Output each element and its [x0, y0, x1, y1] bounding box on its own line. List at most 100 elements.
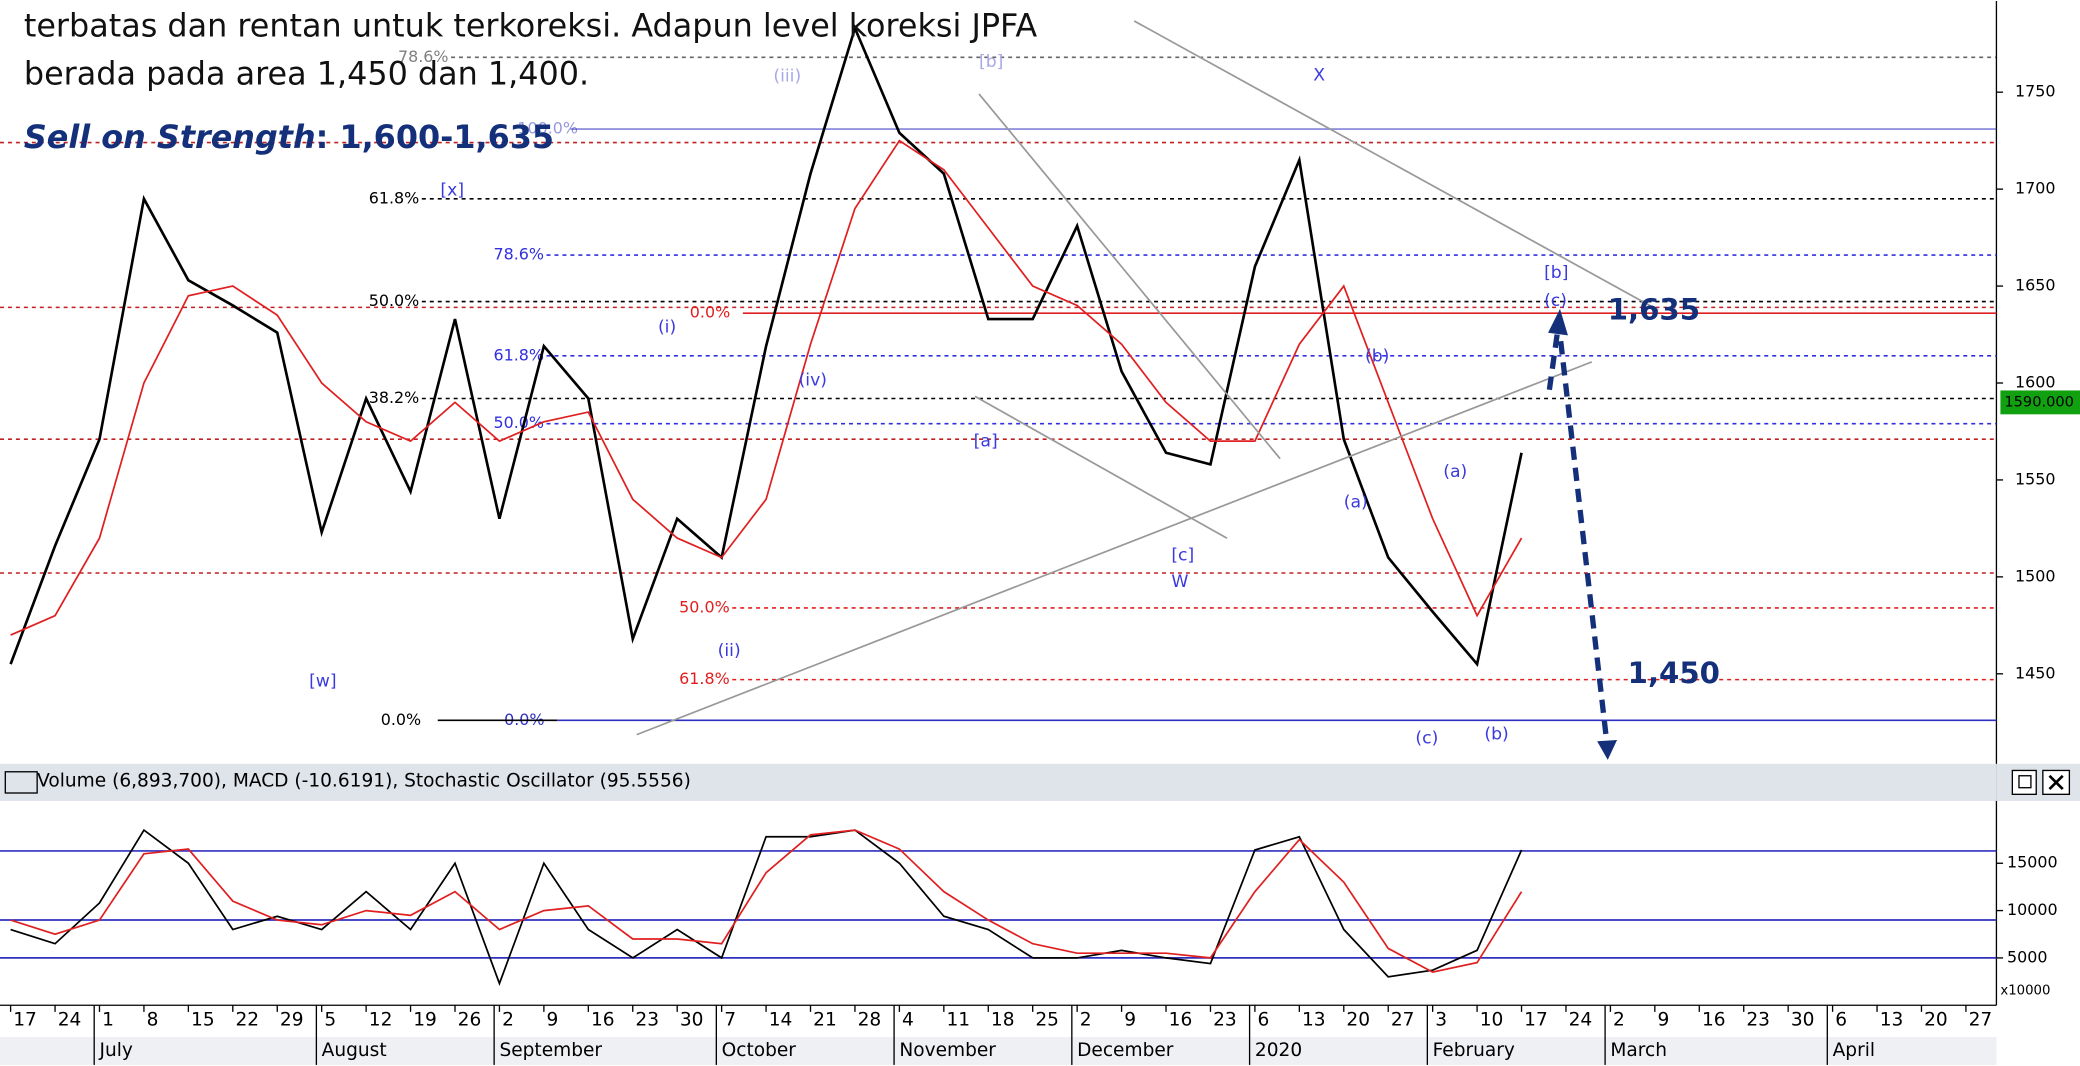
x-tick-label: 11 — [946, 1009, 970, 1030]
y-multiplier: x10000 — [2000, 984, 2050, 999]
level-label: 100.0% — [517, 119, 578, 138]
y-tick-label: 1650 — [2015, 276, 2055, 295]
x-tick-label: 5 — [324, 1009, 336, 1030]
y-tick-label: 5000 — [2007, 947, 2047, 966]
x-tick-label: 17 — [1524, 1009, 1548, 1030]
wave-labels: [x] (i) (iv) (ii) [w] (iii) [b] [a] [c] … — [309, 52, 1568, 749]
wave-label: W — [1171, 572, 1188, 592]
x-tick-label: 9 — [1124, 1009, 1136, 1030]
x-tick-label: 9 — [547, 1009, 559, 1030]
y-tick-label: 1550 — [2015, 469, 2055, 488]
x-tick-label: 27 — [1969, 1009, 1993, 1030]
y-tick-label: 1700 — [2015, 179, 2055, 198]
x-tick-label: 18 — [991, 1009, 1015, 1030]
strategy-label: Sell on Strength — [24, 118, 316, 156]
x-tick-label: 30 — [680, 1009, 704, 1030]
annotation: 1,635 — [1608, 292, 1700, 326]
x-tick-label: 7 — [724, 1009, 736, 1030]
month-label: July — [98, 1040, 132, 1061]
wave-label: [w] — [309, 672, 337, 692]
price-tag — [2000, 390, 2080, 415]
wave-label: (b) — [1365, 347, 1389, 367]
trend-line — [636, 20, 1659, 736]
x-tick-label: 2 — [502, 1009, 514, 1030]
x-tick-label: 13 — [1880, 1009, 1904, 1030]
maximize-button[interactable] — [2011, 769, 2037, 795]
maximize-icon — [2018, 775, 2032, 789]
close-icon — [2048, 774, 2064, 790]
wave-label: (a) — [1443, 462, 1467, 482]
x-tick-label: 8 — [147, 1009, 159, 1030]
x-tick-label: 21 — [813, 1009, 837, 1030]
level-label: 38.2% — [369, 388, 420, 407]
month-label: February — [1433, 1040, 1515, 1061]
x-tick-label: 26 — [458, 1009, 482, 1030]
x-tick-label: 23 — [1746, 1009, 1770, 1030]
y-tick-label: 1750 — [2015, 82, 2055, 101]
x-tick-label: 6 — [1258, 1009, 1270, 1030]
x-tick-label: 12 — [369, 1009, 393, 1030]
x-tick-label: 24 — [58, 1009, 82, 1030]
wave-label: (iii) — [773, 67, 801, 87]
x-tick-label: 1 — [102, 1009, 114, 1030]
month-label: 2020 — [1255, 1040, 1302, 1061]
x-tick-label: 20 — [1924, 1009, 1948, 1030]
wave-label: X — [1313, 65, 1325, 85]
x-tick-label: 23 — [1213, 1009, 1237, 1030]
month-label: March — [1610, 1040, 1667, 1061]
y-tick-label: 1450 — [2015, 663, 2055, 682]
month-label: December — [1077, 1040, 1174, 1061]
annotation: 1,450 — [1628, 656, 1720, 690]
text-line: berada pada area 1,450 dan 1,400. — [24, 54, 589, 92]
level-label: 50.0% — [679, 597, 730, 616]
month-label: October — [722, 1040, 797, 1061]
series-line — [10, 829, 1523, 974]
level-label: 0.0% — [504, 710, 544, 729]
wave-label: [x] — [440, 181, 464, 201]
wave-label: (c) — [1415, 729, 1438, 749]
level-label: 61.8% — [369, 188, 420, 207]
x-tick-label: 13 — [1302, 1009, 1326, 1030]
x-tick-label: 28 — [858, 1009, 882, 1030]
x-tick-label: 6 — [1835, 1009, 1847, 1030]
text-line: terbatas dan rentan untuk terkoreksi. Ad… — [24, 7, 1038, 45]
wave-label: [b] — [979, 52, 1003, 72]
y-tick-label: 10000 — [2007, 900, 2058, 919]
price-tag-label: 1590.000 — [2004, 393, 2074, 410]
x-tick-label: 20 — [1346, 1009, 1370, 1030]
strategy-value: : 1,600-1,635 — [316, 118, 554, 156]
x-tick-label: 16 — [1702, 1009, 1726, 1030]
x-tick-label: 2 — [1613, 1009, 1625, 1030]
x-tick-label: 29 — [280, 1009, 304, 1030]
panel-header — [0, 763, 1997, 801]
level-label: 61.8% — [679, 669, 730, 688]
series-line — [10, 828, 1523, 986]
level-label: 50.0% — [369, 291, 420, 310]
x-tick-label: 10 — [1480, 1009, 1504, 1030]
x-tick-label: 17 — [13, 1009, 37, 1030]
y-tick-label: 1600 — [2015, 373, 2055, 392]
month-row — [0, 1037, 1997, 1065]
x-tick-label: 3 — [1435, 1009, 1447, 1030]
x-tick-label: 14 — [769, 1009, 793, 1030]
x-tick-label: 25 — [1035, 1009, 1059, 1030]
x-tick-label: 24 — [1569, 1009, 1593, 1030]
x-tick-label: 15 — [191, 1009, 215, 1030]
x-tick-label: 30 — [1791, 1009, 1815, 1030]
panel-icon — [4, 771, 38, 794]
wave-label: (ii) — [718, 641, 741, 661]
wave-label: (i) — [658, 317, 676, 337]
level-label: 50.0% — [493, 413, 544, 432]
wave-label: (c) — [1544, 291, 1567, 311]
month-label: November — [899, 1040, 996, 1061]
x-tick-label: 16 — [591, 1009, 615, 1030]
x-tick-label: 16 — [1169, 1009, 1193, 1030]
level-label: 78.6% — [398, 47, 449, 66]
wave-label: (iv) — [799, 370, 827, 390]
level-label: 61.8% — [493, 345, 544, 364]
month-label: April — [1833, 1040, 1875, 1061]
wave-label: (b) — [1484, 725, 1508, 745]
month-label: August — [322, 1040, 387, 1061]
